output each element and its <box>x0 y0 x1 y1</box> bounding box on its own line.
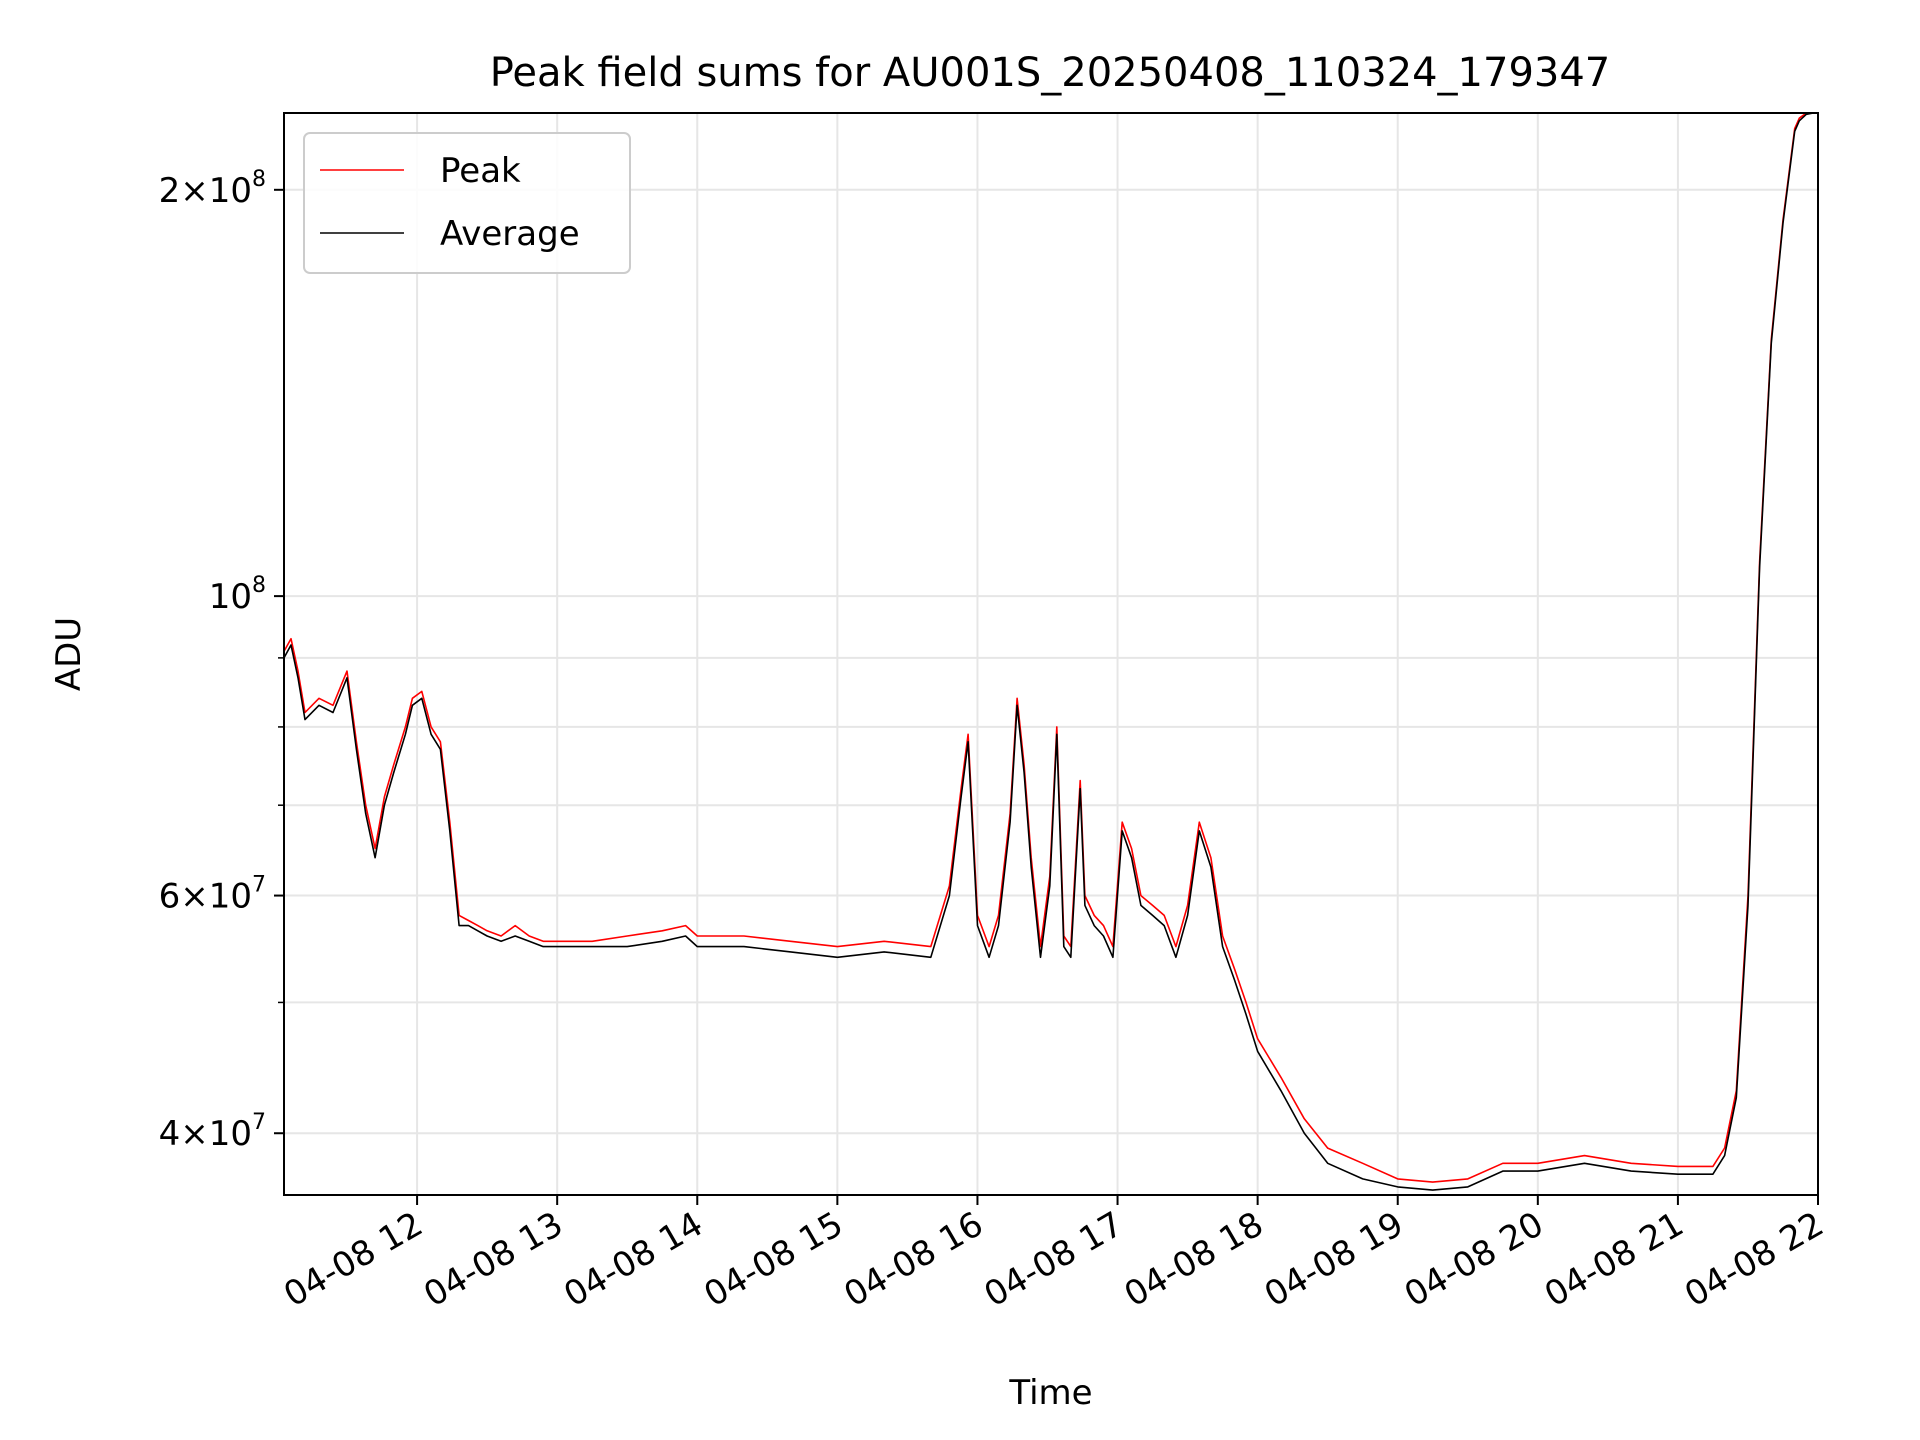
y-tick-label: 108 <box>209 573 266 617</box>
y-tick-label: 6×107 <box>159 873 266 917</box>
legend-label-average: Average <box>440 214 580 254</box>
series-layer <box>283 112 1818 1191</box>
plot-frame <box>283 112 1819 1196</box>
series-line-peak <box>283 112 1818 1183</box>
x-axis-label: Time <box>1008 1373 1092 1413</box>
y-axis: 4×107 6×107 108 2×108 <box>159 167 284 1154</box>
y-axis-label: ADU <box>49 617 89 691</box>
chart-title: Peak field sums for AU001S_20250408_1103… <box>490 50 1611 96</box>
y-tick-label: 4×107 <box>159 1110 266 1154</box>
legend-label-peak: Peak <box>440 151 521 191</box>
legend: Peak Average <box>303 132 631 274</box>
legend-box <box>303 132 631 274</box>
y-tick-label: 2×108 <box>159 167 266 211</box>
series-line-average <box>283 112 1818 1191</box>
